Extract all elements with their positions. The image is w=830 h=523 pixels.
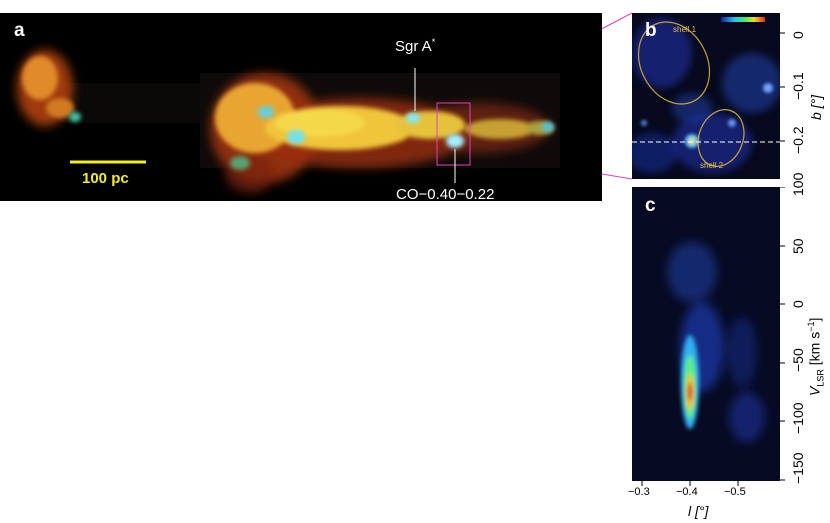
v-tick-4: −100 bbox=[790, 402, 806, 434]
sgr-a-label: Sgr A* bbox=[395, 37, 436, 55]
l-tick-2: −0.5 bbox=[724, 486, 746, 498]
panel-b-zoom-map: b shell 1 shell 2 bbox=[632, 13, 780, 179]
panel-b-emission-map bbox=[632, 17, 780, 173]
shell-2-label: shell 2 bbox=[700, 161, 724, 170]
panel-a-emission-map bbox=[17, 50, 560, 193]
v-tick-1: 50 bbox=[790, 238, 806, 254]
l-axis-label: l [°] bbox=[688, 503, 709, 519]
b-tick-1: −0.1 bbox=[790, 72, 806, 100]
panel-c-y-axis bbox=[780, 187, 785, 481]
l-tick-1: −0.4 bbox=[676, 486, 698, 498]
panel-a-co-map: a 100 pc Sgr A* CO−0.40−0.22 bbox=[0, 13, 602, 201]
v-axis-label: VLSR [km s−1] bbox=[806, 317, 826, 396]
shell-1-label: shell 1 bbox=[673, 25, 697, 34]
v-tick-3: −50 bbox=[790, 348, 806, 372]
b-tick-2: −0.2 bbox=[790, 126, 806, 154]
panel-c-pv-diagram: c bbox=[632, 187, 780, 481]
panel-c-pv-map bbox=[667, 242, 765, 442]
panel-a-letter: a bbox=[14, 20, 25, 41]
l-tick-0: −0.3 bbox=[628, 486, 650, 498]
b-axis-label: b [°] bbox=[808, 94, 824, 120]
v-tick-0: 100 bbox=[790, 172, 806, 196]
co-cloud-label: CO−0.40−0.22 bbox=[396, 186, 495, 201]
scale-bar-label: 100 pc bbox=[82, 170, 129, 187]
panel-c-letter: c bbox=[645, 195, 656, 216]
panel-b-letter: b bbox=[645, 20, 657, 41]
v-tick-5: −150 bbox=[790, 452, 806, 484]
panel-c-x-axis bbox=[641, 481, 739, 486]
panel-b-y-axis bbox=[780, 32, 785, 142]
b-tick-0: 0 bbox=[790, 31, 806, 39]
v-tick-2: 0 bbox=[790, 300, 806, 308]
